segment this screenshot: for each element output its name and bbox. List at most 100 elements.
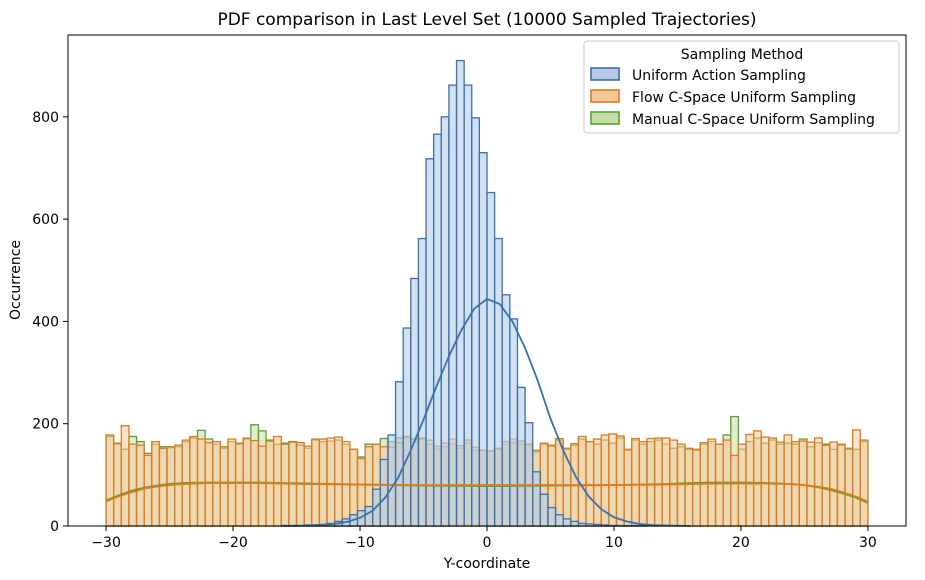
legend-swatch-flow-cspace (590, 89, 620, 103)
x-tick-label: 30 (859, 535, 877, 551)
x-tick-label: −30 (91, 535, 121, 551)
bar-uniform-action (425, 158, 435, 527)
bar-flow-cspace (859, 439, 869, 527)
x-tick-label: 0 (483, 535, 492, 551)
y-tick-label: 400 (32, 314, 59, 330)
bar-flow-cspace (166, 446, 176, 527)
legend-swatch-uniform-action (590, 67, 620, 81)
bar-flow-cspace (737, 443, 747, 527)
bar-uniform-action (532, 471, 541, 527)
y-axis-ticks: 0 200 400 600 800 (32, 110, 68, 535)
bar-uniform-action (463, 84, 473, 527)
bar-flow-cspace (615, 435, 625, 527)
x-tick-label: 20 (732, 535, 750, 551)
bar-uniform-action (562, 518, 572, 527)
bar-flow-cspace (760, 436, 770, 527)
legend-title: Sampling Method (681, 47, 804, 63)
legend: Sampling Method Uniform Action Sampling … (583, 40, 900, 134)
y-tick-label: 600 (32, 212, 59, 228)
bar-flow-cspace (692, 448, 701, 527)
bar-uniform-action (402, 327, 412, 527)
bar-uniform-action (478, 151, 488, 527)
bar-flow-cspace (311, 438, 321, 527)
bar-flow-cspace (585, 440, 595, 527)
bar-uniform-action (410, 277, 420, 527)
bar-flow-cspace (752, 430, 762, 527)
x-axis-label: Y-coordinate (443, 556, 531, 572)
bar-uniform-action (440, 116, 450, 527)
bar-uniform-action (501, 294, 511, 527)
y-tick-label: 200 (32, 417, 59, 433)
kde-line-flow-cspace (105, 482, 869, 503)
bar-flow-cspace (333, 436, 343, 527)
bar-flow-cspace (608, 433, 618, 527)
bar-flow-cspace (318, 438, 328, 527)
bar-flow-cspace (234, 442, 244, 527)
bars-uniform-action (280, 59, 648, 527)
bar-flow-cspace (280, 443, 290, 527)
legend-label-uniform-action: Uniform Action Sampling (632, 68, 806, 84)
bar-flow-cspace (219, 446, 229, 527)
bar-uniform-action (524, 422, 534, 527)
bar-uniform-action (394, 381, 404, 527)
bar-uniform-action (448, 84, 458, 527)
bar-uniform-action (364, 505, 374, 527)
bar-flow-cspace (852, 429, 861, 527)
bar-uniform-action (570, 520, 580, 527)
bar-uniform-action (509, 318, 519, 527)
bar-uniform-action (433, 133, 442, 527)
bar-flow-cspace (135, 444, 145, 527)
bar-uniform-action (379, 458, 389, 527)
bar-uniform-action (471, 117, 481, 527)
bar-uniform-action (455, 59, 465, 527)
bar-uniform-action (486, 191, 496, 527)
legend-label-manual-cspace: Manual C-Space Uniform Sampling (632, 112, 875, 128)
bar-flow-cspace (326, 437, 336, 527)
legend-swatch-manual-cspace (590, 111, 620, 125)
bar-flow-cspace (768, 437, 778, 527)
bar-flow-cspace (844, 447, 854, 527)
bar-flow-cspace (714, 443, 724, 527)
x-axis-ticks: −30 −20 −10 0 10 20 30 (91, 526, 877, 551)
bar-uniform-action (516, 386, 526, 527)
bar-flow-cspace (303, 445, 313, 527)
bar-flow-cspace (204, 441, 214, 527)
bar-flow-cspace (113, 442, 122, 527)
bar-flow-cspace (189, 435, 199, 527)
bar-flow-cspace (661, 437, 671, 527)
bar-flow-cspace (173, 444, 183, 527)
bar-flow-cspace (151, 440, 161, 527)
bar-flow-cspace (829, 441, 839, 527)
bar-flow-cspace (257, 445, 267, 527)
bar-flow-cspace (730, 454, 740, 527)
y-axis-label: Occurrence (8, 240, 24, 320)
bar-flow-cspace (105, 434, 115, 527)
bar-flow-cspace (813, 437, 823, 527)
bar-flow-cspace (821, 444, 831, 527)
bar-uniform-action (539, 493, 549, 527)
bar-uniform-action (417, 237, 427, 527)
bar-flow-cspace (143, 454, 153, 527)
bar-flow-cspace (806, 441, 816, 527)
bar-flow-cspace (593, 438, 602, 527)
chart-title: PDF comparison in Last Level Set (10000 … (217, 10, 756, 30)
bar-flow-cspace (798, 440, 808, 527)
bar-flow-cspace (783, 434, 793, 527)
bar-flow-cspace (273, 435, 282, 527)
bar-flow-cspace (554, 437, 564, 527)
legend-label-flow-cspace: Flow C-Space Uniform Sampling (632, 90, 856, 106)
kde-lines (105, 298, 869, 527)
x-tick-label: −20 (218, 535, 248, 551)
bar-flow-cspace (623, 448, 633, 527)
bar-flow-cspace (120, 425, 130, 527)
x-tick-label: −10 (345, 535, 375, 551)
bar-flow-cspace (745, 433, 755, 527)
bar-flow-cspace (653, 437, 663, 527)
bar-flow-cspace (631, 437, 641, 527)
kde-line-uniform-action (283, 298, 691, 527)
bar-uniform-action (387, 434, 397, 527)
x-tick-label: 10 (605, 535, 623, 551)
bar-uniform-action (493, 237, 503, 527)
bar-flow-cspace (836, 443, 846, 527)
